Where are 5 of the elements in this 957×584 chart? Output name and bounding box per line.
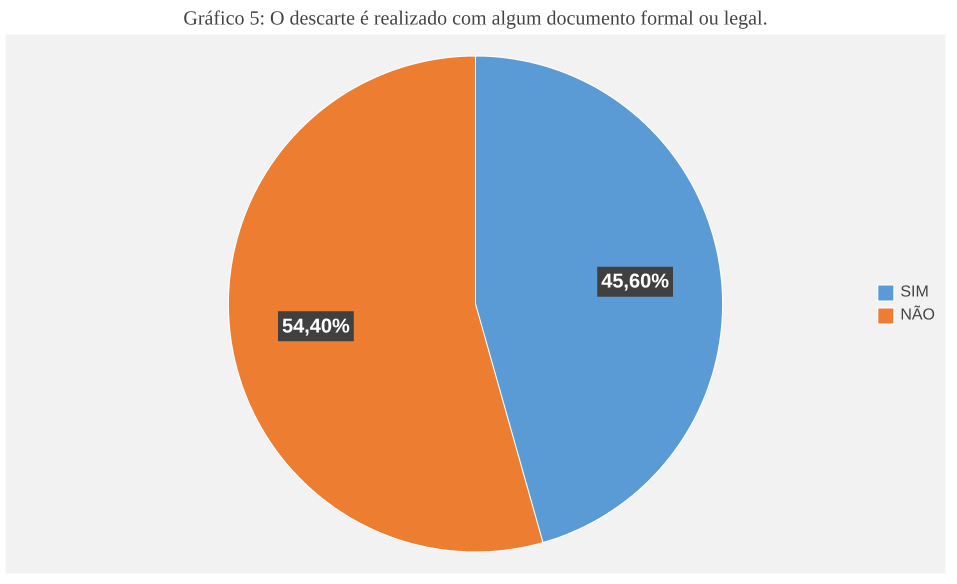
legend-label: NÃO <box>900 306 935 324</box>
legend-label: SIM <box>900 283 929 301</box>
data-label: 54,40% <box>282 315 350 338</box>
chart-title: Gráfico 5: O descarte é realizado com algum documento formal ou legal. <box>183 8 768 30</box>
data-label: 45,60% <box>601 270 670 293</box>
